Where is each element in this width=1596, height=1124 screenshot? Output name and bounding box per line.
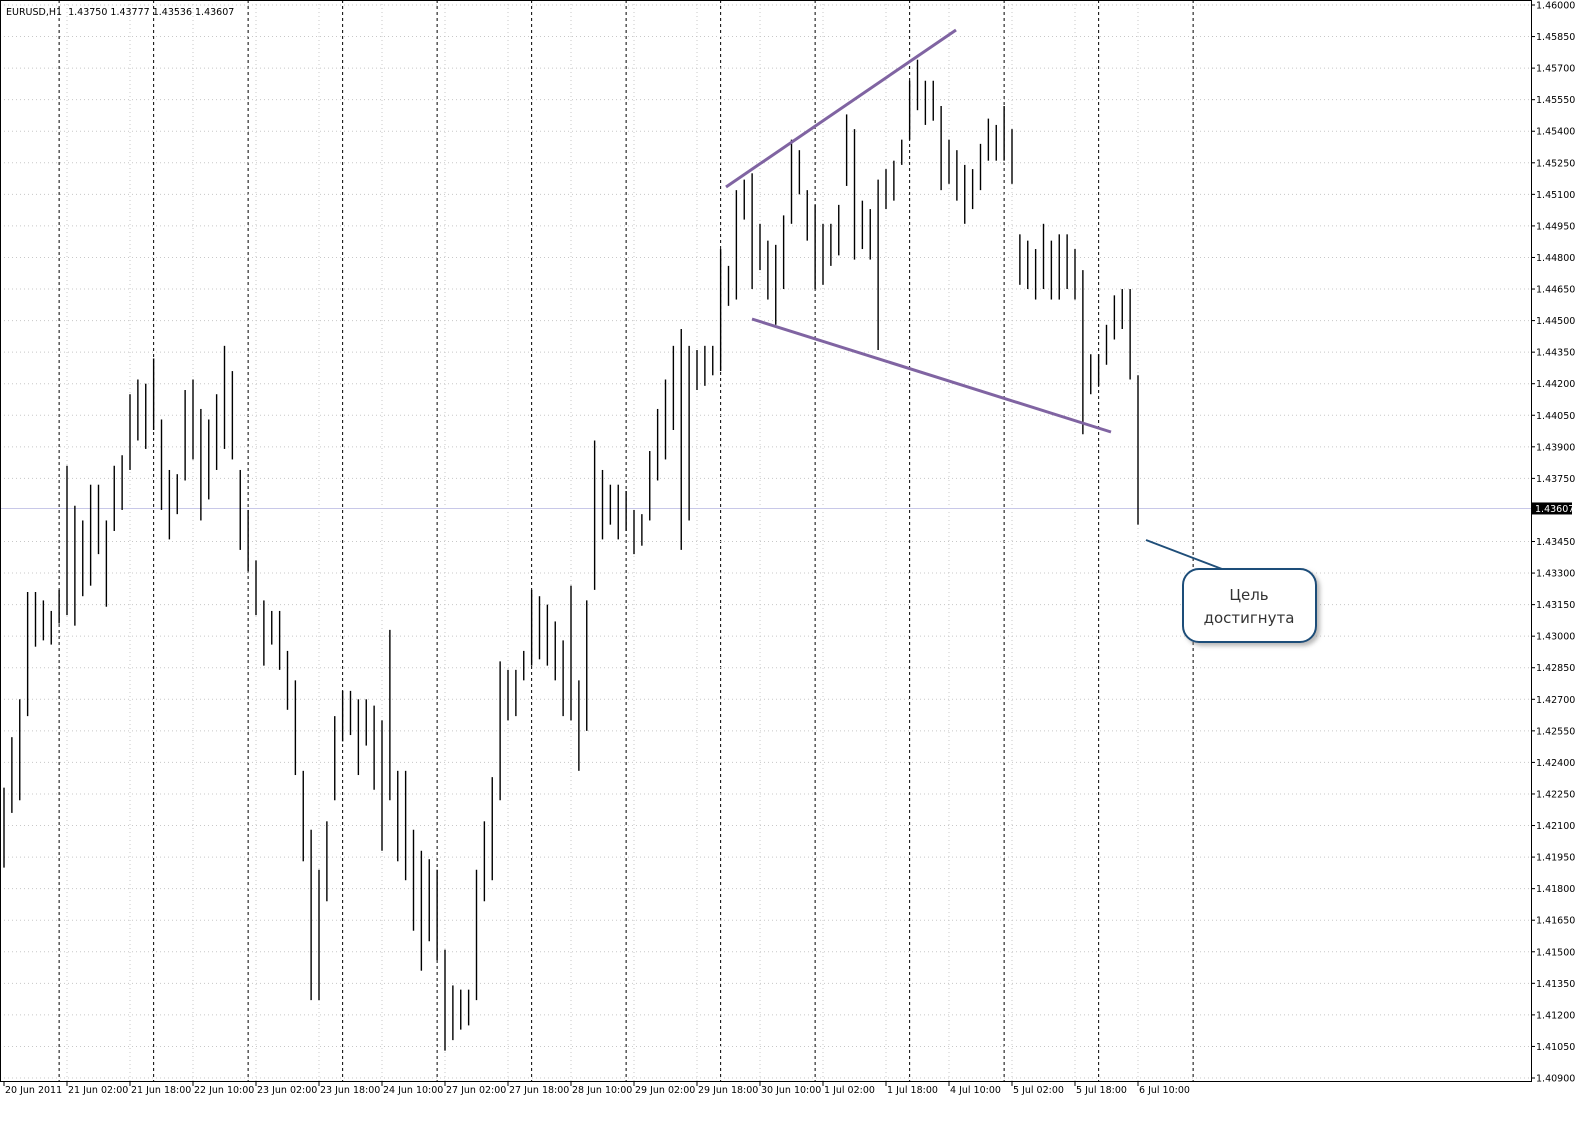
trend-line: [751, 317, 1112, 434]
x-tick-label: 28 Jun 10:00: [572, 1085, 632, 1096]
x-tick-label: 20 Jun 2011: [5, 1085, 62, 1096]
callout-pointer: [1145, 539, 1223, 570]
y-tick-label: 1.42550: [1536, 726, 1575, 737]
x-tick-label: 5 Jul 02:00: [1013, 1085, 1064, 1096]
x-tick-label: 4 Jul 10:00: [950, 1085, 1001, 1096]
y-tick-label: 1.46000: [1536, 1, 1575, 12]
x-tick-label: 6 Jul 10:00: [1139, 1085, 1190, 1096]
y-tick-label: 1.40900: [1536, 1074, 1575, 1085]
y-tick-label: 1.44500: [1536, 316, 1575, 327]
x-tick-label: 30 Jun 10:00: [761, 1085, 821, 1096]
current-price-box: [1532, 502, 1572, 515]
x-tick-label: 27 Jun 02:00: [446, 1085, 506, 1096]
y-tick-label: 1.43750: [1536, 474, 1575, 485]
y-tick-label: 1.42700: [1536, 695, 1575, 706]
y-tick-label: 1.43300: [1536, 569, 1575, 580]
y-tick-label: 1.41200: [1536, 1010, 1575, 1021]
y-tick-label: 1.45550: [1536, 95, 1575, 106]
trend-line: [725, 28, 957, 189]
x-tick-label: 23 Jun 02:00: [257, 1085, 317, 1096]
y-tick-label: 1.41950: [1536, 853, 1575, 864]
x-tick-label: 27 Jun 18:00: [509, 1085, 569, 1096]
y-tick-label: 1.43000: [1536, 632, 1575, 643]
y-tick-label: 1.41650: [1536, 916, 1575, 927]
y-tick-label: 1.45250: [1536, 158, 1575, 169]
y-tick-label: 1.42250: [1536, 789, 1575, 800]
y-tick-label: 1.41800: [1536, 884, 1575, 895]
x-tick-label: 29 Jun 18:00: [698, 1085, 758, 1096]
y-tick-label: 1.43150: [1536, 600, 1575, 611]
grid: [0, 0, 1531, 1081]
x-tick-label: 21 Jun 02:00: [68, 1085, 128, 1096]
y-tick-label: 1.44200: [1536, 379, 1575, 390]
y-tick-label: 1.45850: [1536, 32, 1575, 43]
y-tick-label: 1.43900: [1536, 442, 1575, 453]
y-tick-label: 1.42400: [1536, 758, 1575, 769]
x-tick-label: 1 Jul 18:00: [887, 1085, 938, 1096]
y-tick-label: 1.41050: [1536, 1042, 1575, 1053]
x-tick-label: 24 Jun 10:00: [383, 1085, 443, 1096]
y-tick-label: 1.44050: [1536, 411, 1575, 422]
x-tick-label: 23 Jun 18:00: [320, 1085, 380, 1096]
y-tick-label: 1.45100: [1536, 190, 1575, 201]
y-tick-label: 1.45700: [1536, 64, 1575, 75]
y-tick-label: 1.41350: [1536, 979, 1575, 990]
chart-header: EURUSD,H1 1.43750 1.43777 1.43536 1.4360…: [6, 7, 234, 18]
y-tick-label: 1.44950: [1536, 221, 1575, 232]
y-tick-label: 1.42850: [1536, 663, 1575, 674]
x-tick-label: 21 Jun 18:00: [131, 1085, 191, 1096]
callout-text: Цель: [1229, 586, 1268, 604]
plot-frame: [0, 0, 1532, 1082]
x-tick-label: 29 Jun 02:00: [635, 1085, 695, 1096]
x-tick-label: 5 Jul 18:00: [1076, 1085, 1127, 1096]
x-tick-label: 1 Jul 02:00: [824, 1085, 875, 1096]
callout-box: [1182, 568, 1317, 643]
y-tick-label: 1.45400: [1536, 127, 1575, 138]
y-tick-label: 1.43450: [1536, 537, 1575, 548]
current-price-label: 1.43607: [1535, 504, 1574, 515]
y-tick-label: 1.44650: [1536, 285, 1575, 296]
bars: [3, 59, 1139, 1051]
y-tick-label: 1.42100: [1536, 821, 1575, 832]
x-tick-label: 22 Jun 10:00: [194, 1085, 254, 1096]
y-tick-label: 1.44350: [1536, 348, 1575, 359]
callout-text: достигнута: [1204, 609, 1295, 627]
y-tick-label: 1.41500: [1536, 947, 1575, 958]
y-tick-label: 1.44800: [1536, 253, 1575, 264]
